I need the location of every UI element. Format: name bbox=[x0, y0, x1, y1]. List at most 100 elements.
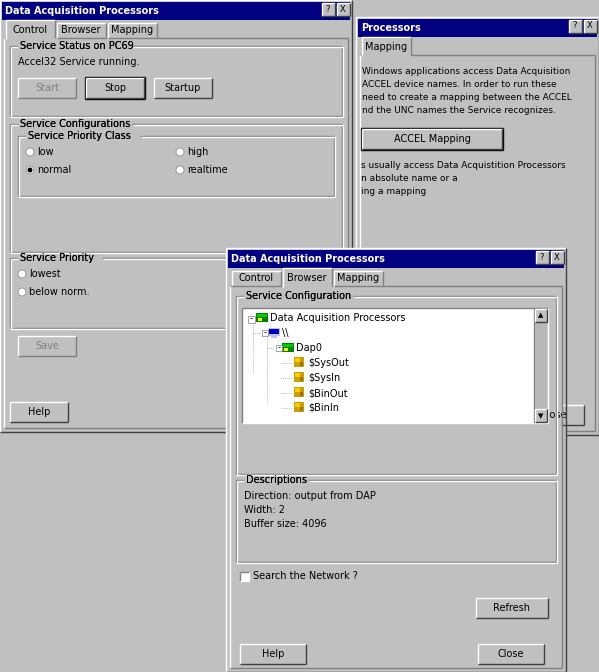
Text: X: X bbox=[587, 22, 593, 30]
Bar bbox=[18, 78, 76, 98]
Text: ?: ? bbox=[573, 22, 577, 30]
Text: Width: 2: Width: 2 bbox=[244, 505, 285, 515]
Bar bbox=[337, 3, 350, 16]
Bar bbox=[294, 402, 304, 412]
Text: Descriptions: Descriptions bbox=[246, 475, 307, 485]
Bar bbox=[295, 388, 300, 392]
Text: ▼: ▼ bbox=[539, 413, 544, 419]
Text: realtime: realtime bbox=[187, 165, 228, 175]
Bar bbox=[361, 55, 595, 430]
Text: Windows applications access Data Acquisition: Windows applications access Data Acquisi… bbox=[362, 67, 570, 76]
Bar bbox=[256, 313, 268, 322]
Text: Close: Close bbox=[541, 410, 567, 420]
Bar bbox=[271, 336, 277, 338]
Bar bbox=[244, 292, 353, 301]
Text: ACCEL Mapping: ACCEL Mapping bbox=[394, 134, 470, 144]
Bar bbox=[10, 402, 68, 422]
Text: Save: Save bbox=[35, 341, 59, 351]
Bar bbox=[248, 316, 255, 323]
Text: Refresh: Refresh bbox=[494, 603, 531, 613]
Bar bbox=[283, 268, 332, 288]
Bar bbox=[154, 78, 212, 98]
Bar bbox=[295, 403, 300, 407]
Bar bbox=[300, 407, 303, 411]
Text: Browser: Browser bbox=[288, 273, 326, 283]
Text: Close: Close bbox=[498, 649, 524, 659]
Text: $SysOut: $SysOut bbox=[308, 358, 349, 368]
Text: Stop: Stop bbox=[104, 83, 126, 93]
Bar bbox=[358, 19, 597, 37]
Text: -: - bbox=[277, 343, 280, 353]
Bar bbox=[262, 330, 268, 336]
Text: Service Status on PC69: Service Status on PC69 bbox=[20, 41, 134, 51]
Bar bbox=[57, 23, 106, 38]
Bar bbox=[534, 308, 548, 423]
Text: Browser: Browser bbox=[61, 25, 101, 35]
Bar bbox=[269, 329, 279, 334]
Bar bbox=[362, 129, 502, 149]
Text: n absolute name or a: n absolute name or a bbox=[361, 174, 458, 183]
Text: Buffer size: 4096: Buffer size: 4096 bbox=[244, 519, 326, 529]
Bar bbox=[232, 271, 281, 286]
Bar bbox=[18, 254, 102, 263]
Text: Mapping: Mapping bbox=[337, 273, 379, 283]
Text: Service Configurations: Service Configurations bbox=[20, 119, 131, 129]
Bar bbox=[536, 251, 549, 264]
Bar bbox=[535, 309, 547, 322]
Text: \\: \\ bbox=[282, 328, 289, 338]
Bar bbox=[240, 572, 249, 581]
Bar bbox=[18, 120, 132, 129]
Text: $SysIn: $SysIn bbox=[308, 373, 340, 383]
Bar bbox=[0, 0, 352, 432]
Text: -: - bbox=[250, 314, 253, 323]
Bar bbox=[362, 37, 411, 57]
Text: Search the Network ?: Search the Network ? bbox=[253, 571, 358, 581]
Bar bbox=[300, 377, 303, 381]
Bar bbox=[276, 345, 282, 351]
Bar bbox=[334, 271, 383, 286]
Text: Control: Control bbox=[238, 273, 274, 283]
Circle shape bbox=[28, 167, 32, 173]
Text: X: X bbox=[340, 5, 346, 13]
Bar bbox=[284, 348, 288, 351]
Circle shape bbox=[26, 148, 34, 156]
Text: Help: Help bbox=[28, 407, 50, 417]
Bar bbox=[476, 598, 548, 618]
Text: Mapping: Mapping bbox=[111, 25, 153, 35]
Text: Service Configurations: Service Configurations bbox=[20, 119, 131, 129]
Text: Service Priority Class: Service Priority Class bbox=[28, 131, 131, 141]
Text: $BinOut: $BinOut bbox=[308, 388, 347, 398]
Bar bbox=[282, 343, 294, 352]
Bar bbox=[300, 392, 303, 396]
Bar bbox=[258, 318, 262, 321]
Bar bbox=[108, 23, 157, 38]
Bar bbox=[294, 357, 304, 367]
Text: Mapping: Mapping bbox=[365, 42, 407, 52]
Circle shape bbox=[176, 166, 184, 174]
Text: low: low bbox=[37, 147, 54, 157]
Bar bbox=[244, 476, 308, 485]
Text: X: X bbox=[554, 253, 560, 261]
Bar bbox=[26, 132, 140, 141]
Bar bbox=[295, 373, 300, 377]
Bar bbox=[584, 20, 597, 33]
Bar bbox=[294, 387, 304, 397]
Bar bbox=[228, 250, 564, 268]
Bar bbox=[283, 344, 293, 347]
Bar bbox=[18, 42, 132, 51]
Circle shape bbox=[18, 270, 26, 278]
Text: Data Acquisition Processors: Data Acquisition Processors bbox=[5, 6, 159, 16]
Bar bbox=[86, 78, 144, 98]
Text: normal: normal bbox=[37, 165, 71, 175]
Text: ing a mapping: ing a mapping bbox=[361, 187, 426, 196]
Text: Data Acquisition Processors: Data Acquisition Processors bbox=[231, 254, 385, 264]
Text: high: high bbox=[187, 147, 208, 157]
Bar bbox=[322, 3, 335, 16]
Bar bbox=[18, 336, 76, 356]
Bar bbox=[356, 17, 599, 435]
Bar bbox=[295, 358, 300, 362]
Text: Dap0: Dap0 bbox=[296, 343, 322, 353]
Text: Service Priority: Service Priority bbox=[20, 253, 94, 263]
Text: Direction: output from DAP: Direction: output from DAP bbox=[244, 491, 376, 501]
Bar bbox=[240, 644, 306, 664]
